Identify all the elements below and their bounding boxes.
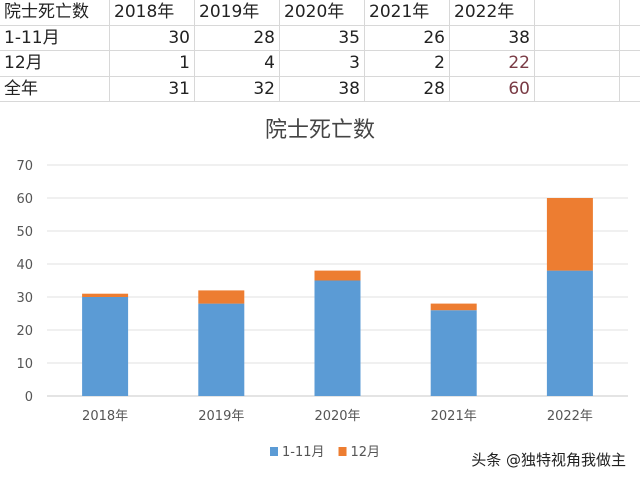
bar-segment (82, 293, 129, 297)
legend-label: 1-11月 (282, 445, 325, 460)
stacked-bar-chart[interactable]: 院士死亡数 0 10 20 30 40 50 60 70 2018年 2019年 2020年 2021年… (0, 100, 640, 482)
header-cell[interactable]: 院士死亡数 (0, 0, 110, 25)
header-cell[interactable]: 2022年 (450, 0, 535, 25)
x-tick-label: 2021年 (431, 409, 477, 424)
value-cell[interactable]: 4 (195, 51, 280, 76)
watermark: 头条 @独特视角我做主 (471, 451, 626, 469)
value-cell[interactable]: 38 (280, 76, 365, 101)
value-cell[interactable]: 28 (195, 25, 280, 50)
table-row: 1-11月 30 28 35 26 38 (0, 25, 640, 51)
y-tick-label: 70 (16, 159, 33, 174)
bar-segment (430, 310, 477, 396)
row-label[interactable]: 全年 (0, 76, 110, 101)
value-cell[interactable]: 2 (365, 51, 450, 76)
y-tick-label: 40 (16, 258, 33, 273)
empty-cell[interactable] (535, 51, 620, 76)
legend-swatch (270, 447, 278, 456)
y-tick-label: 0 (25, 390, 33, 405)
header-cell[interactable]: 2021年 (365, 0, 450, 25)
header-cell[interactable]: 2019年 (195, 0, 280, 25)
value-cell[interactable]: 60 (450, 76, 535, 101)
x-tick-label: 2018年 (82, 409, 128, 424)
value-cell[interactable]: 38 (450, 25, 535, 50)
bar-segment (546, 198, 593, 271)
empty-cell[interactable] (535, 76, 620, 101)
legend-swatch (338, 447, 347, 456)
row-label[interactable]: 12月 (0, 51, 110, 76)
y-tick-label: 30 (16, 291, 33, 306)
value-cell[interactable]: 31 (110, 76, 195, 101)
bar-segment (314, 280, 361, 396)
empty-cell[interactable] (535, 25, 620, 50)
x-tick-label: 2022年 (547, 409, 593, 424)
spreadsheet-table: 院士死亡数 2018年 2019年 2020年 2021年 2022年 1-11… (0, 0, 640, 102)
value-cell[interactable]: 30 (110, 25, 195, 50)
bar-segment (82, 297, 129, 396)
bar-segment (314, 270, 361, 281)
value-cell[interactable]: 35 (280, 25, 365, 50)
bar-segment (198, 303, 245, 396)
value-cell[interactable]: 26 (365, 25, 450, 50)
table-header-row: 院士死亡数 2018年 2019年 2020年 2021年 2022年 (0, 0, 640, 26)
x-tick-label: 2020年 (314, 409, 360, 424)
table-row: 12月 1 4 3 2 22 (0, 51, 640, 77)
value-cell[interactable]: 1 (110, 51, 195, 76)
header-cell[interactable]: 2018年 (110, 0, 195, 25)
bar-segment (546, 270, 593, 396)
legend-label: 12月 (351, 445, 381, 460)
table-row: 全年 31 32 38 28 60 (0, 76, 640, 102)
y-tick-label: 10 (16, 357, 33, 372)
value-cell[interactable]: 22 (450, 51, 535, 76)
bar-segment (198, 290, 245, 304)
row-label[interactable]: 1-11月 (0, 25, 110, 50)
value-cell[interactable]: 28 (365, 76, 450, 101)
chart-title: 院士死亡数 (265, 118, 375, 143)
value-cell[interactable]: 32 (195, 76, 280, 101)
empty-cell[interactable] (535, 0, 620, 25)
y-tick-label: 20 (16, 324, 33, 339)
x-tick-label: 2019年 (198, 409, 244, 424)
bar-segment (430, 303, 477, 311)
value-cell[interactable]: 3 (280, 51, 365, 76)
header-cell[interactable]: 2020年 (280, 0, 365, 25)
y-tick-label: 50 (16, 225, 33, 240)
y-tick-label: 60 (16, 192, 33, 207)
